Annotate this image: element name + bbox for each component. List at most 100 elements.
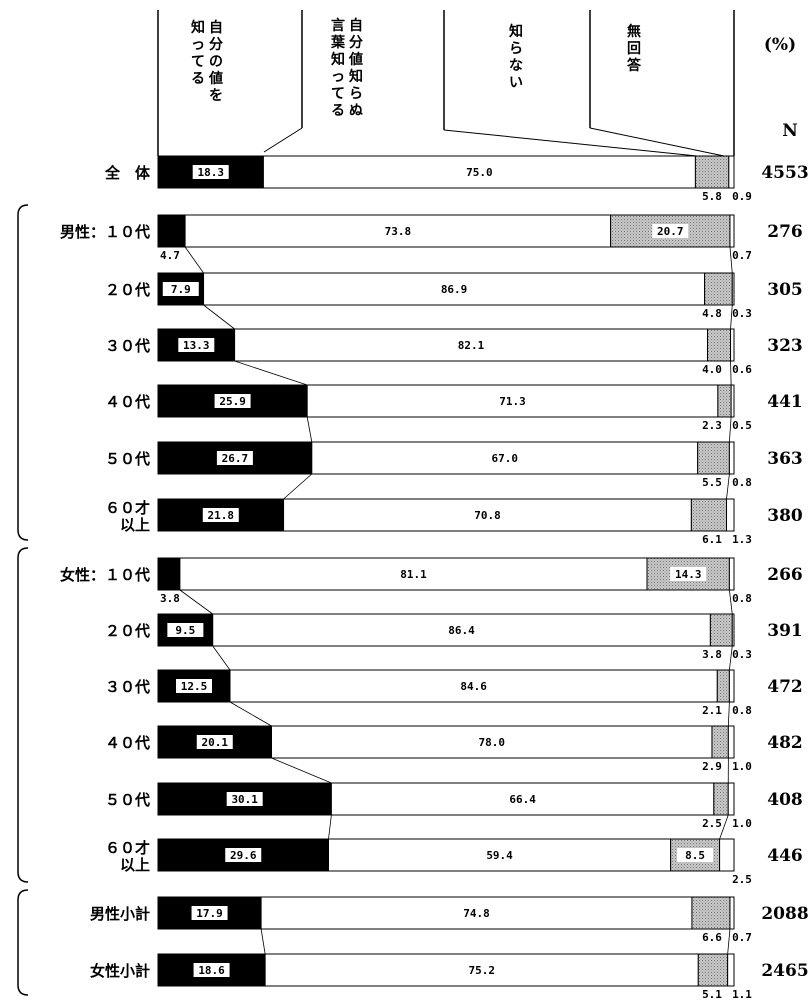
seg-dont-know-row-8 (709, 613, 733, 647)
svg-text:っ: っ (331, 69, 345, 85)
seg-known-row-3 (157, 328, 236, 362)
seg-dont-know-row-6 (690, 498, 728, 532)
seg-dont-know-row-4 (717, 384, 732, 418)
value-term-only-row-0: 75.0 (466, 166, 493, 179)
n-value-row-12: 446 (767, 846, 803, 866)
svg-text:分: 分 (209, 37, 223, 53)
value-known-row-0: 18.3 (197, 166, 224, 179)
value-term-only-row-6: 70.8 (474, 509, 501, 522)
value-term-only-row-1: 73.8 (385, 225, 412, 238)
seg-no-answer-row-8 (731, 613, 735, 647)
value-term-only-row-12: 59.4 (486, 849, 513, 862)
connector-2-row-13 (727, 928, 731, 955)
value-no-answer-row-6: 1.3 (732, 533, 752, 546)
value-box-known-row-6 (202, 508, 239, 522)
seg-no-answer-row-14 (727, 953, 735, 987)
value-dont-know-row-13: 6.6 (702, 931, 722, 944)
value-known-row-10: 20.1 (202, 736, 229, 749)
category-label-row-3: ３０代 (105, 337, 150, 355)
n-value-row-3: 323 (767, 336, 803, 356)
connector-2-row-2 (730, 304, 733, 330)
header-divider-slant-2 (443, 129, 698, 157)
connector-0-row-1 (184, 246, 204, 274)
category-label-row-6: ６０才 (105, 499, 150, 517)
seg-term-only-row-2 (203, 272, 706, 306)
seg-no-answer-row-10 (727, 725, 735, 759)
svg-text:っ: っ (191, 37, 205, 53)
value-term-only-row-4: 71.3 (499, 395, 526, 408)
value-known-row-14: 18.6 (198, 964, 225, 977)
value-dont-know-row-8: 3.8 (702, 648, 722, 661)
n-value-row-11: 408 (767, 790, 803, 810)
seg-term-only-row-6 (283, 498, 692, 532)
seg-known-row-7 (157, 557, 181, 591)
value-box-known-row-2 (162, 282, 199, 296)
seg-no-answer-row-4 (730, 384, 735, 418)
connector-2-row-9 (727, 701, 730, 727)
category-label-row-1: 男性：１０代 (60, 223, 150, 241)
category-label-row-4: ４０代 (105, 393, 150, 411)
connector-0-row-3 (234, 360, 308, 386)
value-box-known-row-8 (167, 623, 204, 637)
connector-0-row-2 (203, 304, 235, 330)
value-dont-know-row-5: 5.5 (702, 476, 722, 489)
value-no-answer-row-5: 0.8 (732, 476, 752, 489)
unit-label: (%) (764, 35, 796, 55)
connector-0-row-8 (212, 645, 231, 671)
svg-text:い: い (509, 75, 523, 91)
value-no-answer-row-11: 1.0 (732, 817, 752, 830)
value-box-dont-know-row-7 (670, 567, 707, 581)
connector-0-row-10 (271, 757, 332, 784)
connector-2-row-5 (726, 473, 730, 500)
value-known-row-2: 7.9 (171, 283, 191, 296)
connector-0-row-13 (260, 928, 266, 955)
value-dont-know-row-1: 20.7 (657, 225, 684, 238)
category-label-row-11: ５０代 (105, 791, 150, 809)
n-value-row-9: 472 (767, 677, 803, 697)
category-label-row-7: 女性：１０代 (60, 566, 150, 584)
seg-no-answer-row-12 (719, 838, 735, 872)
seg-no-answer-row-6 (726, 498, 735, 532)
category-label-row-0: 全 体 (104, 164, 151, 182)
n-header: N (782, 121, 798, 141)
seg-term-only-row-13 (260, 896, 693, 930)
category-label-row-10: ４０代 (105, 734, 150, 752)
value-box-known-row-9 (176, 679, 212, 693)
svg-text:無: 無 (627, 23, 641, 40)
connector-0-row-7 (179, 589, 213, 615)
svg-text:の: の (209, 54, 223, 70)
seg-no-answer-row-1 (729, 214, 735, 248)
value-known-row-13: 17.9 (196, 907, 223, 920)
svg-text:自: 自 (209, 19, 223, 36)
seg-no-answer-row-11 (727, 782, 735, 816)
n-value-row-5: 363 (767, 449, 803, 469)
n-value-row-4: 441 (767, 392, 803, 412)
seg-dont-know-row-2 (704, 272, 733, 306)
connector-2-row-4 (728, 416, 732, 443)
seg-no-answer-row-9 (728, 669, 735, 703)
seg-dont-know-row-5 (697, 441, 730, 475)
category-label-row-8: ２０代 (105, 622, 150, 640)
seg-term-only-row-5 (311, 441, 699, 475)
value-term-only-row-3: 82.1 (458, 339, 485, 352)
n-value-row-2: 305 (767, 280, 803, 300)
svg-text:知: 知 (509, 23, 523, 40)
connector-2-row-11 (719, 814, 729, 840)
category-label-row-14: 女性小計 (90, 962, 150, 980)
seg-term-only-row-7 (179, 557, 648, 591)
category-label-row-9: ３０代 (105, 678, 150, 696)
header-divider-slant-3 (589, 127, 725, 157)
seg-term-only-row-10 (271, 725, 713, 759)
value-box-known-row-10 (196, 735, 233, 749)
n-value-row-6: 380 (767, 506, 803, 526)
value-dont-know-row-6: 6.1 (702, 533, 722, 546)
seg-dont-know-row-10 (711, 725, 729, 759)
value-term-only-row-14: 75.2 (468, 964, 495, 977)
value-dont-know-row-4: 2.3 (702, 419, 722, 432)
category-label-row-12-line2: 以上 (120, 856, 150, 874)
svg-text:分: 分 (349, 35, 363, 51)
value-known-row-11: 30.1 (231, 793, 258, 806)
